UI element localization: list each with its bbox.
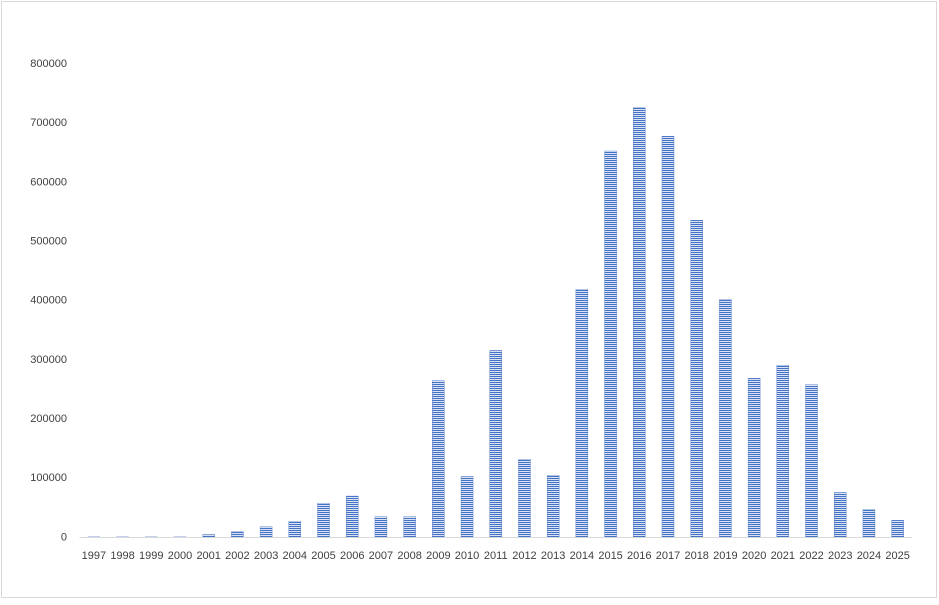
x-tick-label: 2022 [799, 550, 823, 562]
bar [575, 289, 589, 538]
bar [747, 378, 761, 538]
bar [460, 476, 474, 538]
bar [834, 492, 847, 538]
x-tick-label: 1997 [82, 550, 106, 562]
x-tick-label: 2017 [656, 550, 680, 562]
bar [489, 350, 502, 538]
x-tick-label: 2011 [484, 550, 508, 562]
bar [891, 520, 904, 538]
x-tick-label: 2009 [426, 550, 450, 562]
y-tick-label: 0 [61, 531, 67, 543]
x-tick-label: 2021 [771, 550, 795, 562]
x-tick-label: 2002 [225, 550, 249, 562]
bar [862, 509, 876, 538]
y-tick-label: 600000 [30, 176, 67, 188]
x-tick-label: 2019 [713, 550, 737, 562]
x-tick-label: 2008 [397, 550, 421, 562]
x-tick-label: 1998 [110, 550, 134, 562]
y-tick-label: 700000 [30, 117, 67, 129]
x-tick-label: 1999 [139, 550, 163, 562]
bar [776, 365, 790, 538]
bar [805, 384, 818, 538]
x-tick-label: 2004 [283, 550, 307, 562]
x-tick-label: 2013 [541, 550, 565, 562]
bar [317, 502, 330, 538]
y-tick-label: 500000 [30, 235, 67, 247]
bar [546, 475, 560, 538]
bar [432, 380, 445, 538]
bar [374, 516, 388, 538]
x-tick-label: 2024 [857, 550, 881, 562]
bar [231, 531, 244, 538]
x-tick-label: 2023 [828, 550, 852, 562]
y-tick-label: 300000 [30, 354, 67, 366]
bar [288, 521, 302, 538]
bar [403, 516, 416, 538]
x-tick-label: 2012 [512, 550, 536, 562]
bar [518, 459, 531, 538]
y-tick-label: 400000 [30, 295, 67, 307]
x-tick-label: 2014 [570, 550, 594, 562]
x-tick-label: 2003 [254, 550, 278, 562]
x-tick-label: 2001 [196, 550, 220, 562]
x-tick-label: 2020 [742, 550, 766, 562]
bar [259, 526, 273, 538]
x-tick-label: 2005 [311, 550, 335, 562]
y-tick-label: 800000 [30, 58, 67, 70]
x-tick-label: 2010 [455, 550, 479, 562]
bar [604, 150, 617, 538]
x-tick-label: 2015 [598, 550, 622, 562]
x-tick-label: 2025 [885, 550, 909, 562]
x-tick-label: 2007 [369, 550, 393, 562]
y-tick-label: 100000 [30, 472, 67, 484]
bar [690, 220, 703, 538]
x-tick-label: 2018 [684, 550, 708, 562]
y-tick-label: 200000 [30, 413, 67, 425]
x-tick-label: 2000 [168, 550, 192, 562]
bar [346, 495, 359, 538]
x-tick-label: 2006 [340, 550, 364, 562]
bar [633, 107, 646, 538]
bar [719, 299, 732, 538]
bar [661, 136, 675, 538]
x-tick-label: 2016 [627, 550, 651, 562]
